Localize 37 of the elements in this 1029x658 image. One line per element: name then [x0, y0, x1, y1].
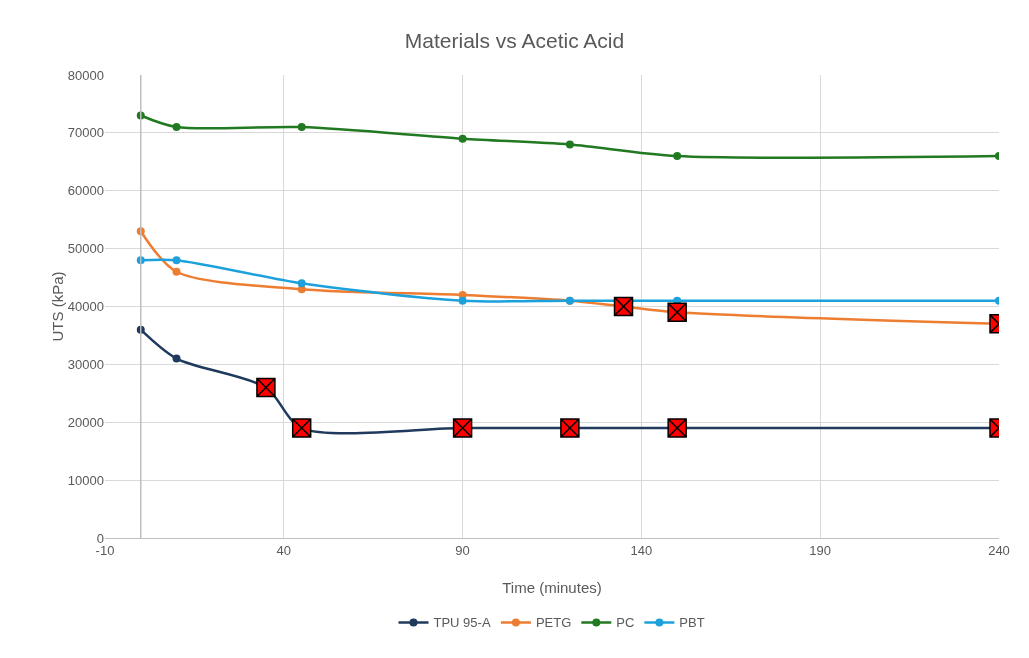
point [297, 123, 306, 132]
point [172, 123, 181, 132]
point [667, 302, 687, 323]
point [172, 256, 181, 265]
legend-label: PETG [535, 615, 572, 631]
y-tick-label: 10000 [67, 472, 104, 488]
x-tick-label: 190 [809, 542, 832, 558]
legend-label: PBT [679, 615, 705, 631]
point [452, 418, 473, 438]
point [560, 418, 580, 438]
legend-label: PC [616, 615, 635, 631]
y-tick-label: 50000 [67, 241, 104, 257]
x-tick-label: 140 [630, 542, 653, 558]
y-tick-label: 60000 [67, 183, 104, 199]
point [667, 418, 687, 438]
point [256, 377, 276, 398]
point [172, 354, 181, 363]
point [172, 267, 181, 276]
legend-label: TPU 95-A [433, 615, 491, 631]
chart-title: Materials vs Acetic Acid [404, 28, 625, 52]
point [291, 418, 312, 438]
x-tick-label: 40 [276, 542, 292, 558]
point [297, 279, 306, 288]
y-tick-label: 30000 [67, 356, 104, 372]
point [565, 140, 574, 149]
y-tick-label: 80000 [67, 67, 104, 83]
x-tick-label: 240 [988, 542, 1010, 558]
y-tick-label: 20000 [67, 414, 104, 430]
x-axis-title: Time (minutes) [502, 579, 602, 596]
point [613, 296, 634, 317]
y-tick-label: 70000 [67, 125, 104, 141]
point [458, 296, 467, 305]
point [458, 134, 467, 143]
point [673, 152, 682, 161]
y-axis-title: UTS (kPa) [48, 271, 66, 342]
x-tick-label: 90 [455, 542, 470, 558]
y-tick-label: 40000 [67, 299, 104, 315]
